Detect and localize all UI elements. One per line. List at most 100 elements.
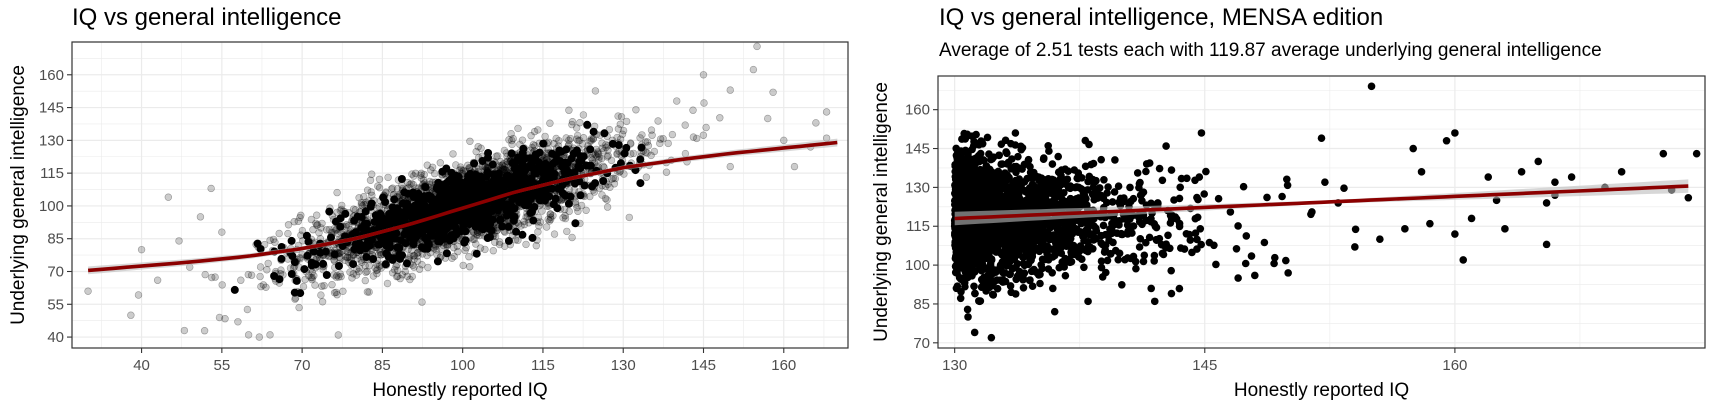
- data-point: [753, 42, 761, 51]
- data-point: [616, 120, 624, 129]
- data-point: [1061, 271, 1070, 280]
- data-point: [636, 134, 644, 142]
- data-point: [997, 160, 1005, 168]
- data-point: [1030, 265, 1038, 274]
- data-point: [1124, 227, 1132, 236]
- data-point: [309, 247, 318, 256]
- data-point: [498, 161, 506, 169]
- data-point: [363, 186, 372, 194]
- data-point: [562, 134, 570, 142]
- data-point: [1351, 225, 1360, 234]
- data-point: [469, 235, 477, 243]
- data-point: [353, 255, 362, 263]
- data-point: [588, 182, 597, 191]
- panel-border: [71, 41, 849, 349]
- data-point: [355, 239, 364, 248]
- data-point: [574, 207, 582, 216]
- data-point: [620, 149, 629, 158]
- y-axis-label: Underlying general intelligence: [8, 65, 29, 325]
- data-point: [453, 242, 461, 251]
- data-point: [595, 184, 604, 192]
- data-point: [400, 188, 409, 197]
- chart-title: IQ vs general intelligence, MENSA editio…: [939, 4, 1384, 31]
- chart-subtitle: Average of 2.51 tests each with 119.87 a…: [939, 40, 1602, 61]
- data-point: [604, 146, 612, 155]
- y-tick-label: 160: [39, 67, 64, 84]
- data-point: [598, 139, 606, 147]
- data-point: [333, 271, 341, 280]
- data-point: [598, 144, 606, 153]
- data-point: [1024, 156, 1033, 165]
- data-point: [322, 226, 331, 234]
- data-point: [492, 152, 500, 160]
- data-point: [530, 203, 539, 211]
- data-point: [611, 174, 619, 183]
- data-point: [518, 230, 527, 239]
- data-point: [563, 227, 571, 236]
- data-point: [576, 191, 585, 200]
- data-point: [403, 272, 411, 280]
- data-point: [1100, 176, 1108, 184]
- data-point: [424, 263, 432, 272]
- data-point: [428, 231, 437, 240]
- data-point: [561, 170, 570, 179]
- data-point: [517, 222, 525, 230]
- data-point: [137, 245, 146, 254]
- data-point: [414, 249, 422, 257]
- data-point: [507, 130, 515, 138]
- data-point: [343, 254, 351, 262]
- data-point: [375, 175, 384, 184]
- data-point: [498, 222, 507, 231]
- data-point: [311, 260, 320, 269]
- data-point: [343, 248, 352, 256]
- data-point: [275, 229, 283, 238]
- data-point: [529, 178, 538, 187]
- data-point: [420, 170, 428, 179]
- data-point: [555, 157, 564, 165]
- data-point: [997, 140, 1006, 148]
- data-point: [1152, 236, 1161, 244]
- data-point: [387, 185, 396, 193]
- data-point: [577, 201, 586, 210]
- data-point: [317, 224, 325, 232]
- data-point: [175, 237, 183, 245]
- data-point: [473, 173, 482, 182]
- data-point: [447, 168, 456, 177]
- data-point: [528, 143, 536, 152]
- data-point: [259, 281, 268, 289]
- data-point: [427, 166, 435, 174]
- data-point: [417, 169, 425, 178]
- data-point: [315, 229, 323, 237]
- data-point: [586, 137, 594, 145]
- data-point: [327, 233, 335, 242]
- data-point: [594, 150, 603, 159]
- data-point: [432, 246, 441, 254]
- data-point: [313, 211, 321, 219]
- data-point: [465, 253, 473, 261]
- data-point: [322, 271, 331, 279]
- data-point: [536, 218, 545, 226]
- data-point: [538, 207, 546, 215]
- data-point: [1136, 191, 1145, 200]
- data-point: [374, 240, 383, 249]
- data-point: [422, 194, 431, 203]
- data-point: [726, 86, 734, 94]
- data-point: [1028, 282, 1037, 291]
- data-point: [296, 254, 304, 262]
- data-point: [593, 153, 601, 161]
- data-point: [393, 184, 402, 193]
- data-point: [564, 199, 573, 208]
- data-point: [1234, 222, 1242, 230]
- data-point: [1081, 136, 1090, 145]
- data-point: [301, 275, 309, 284]
- data-point: [333, 208, 341, 217]
- data-point: [1191, 229, 1200, 237]
- data-point: [613, 150, 621, 159]
- data-point: [1013, 272, 1022, 280]
- data-point: [749, 65, 758, 74]
- data-point: [582, 206, 590, 215]
- data-point: [297, 211, 305, 220]
- data-point: [440, 220, 448, 229]
- data-point: [473, 231, 481, 239]
- data-point: [571, 219, 580, 228]
